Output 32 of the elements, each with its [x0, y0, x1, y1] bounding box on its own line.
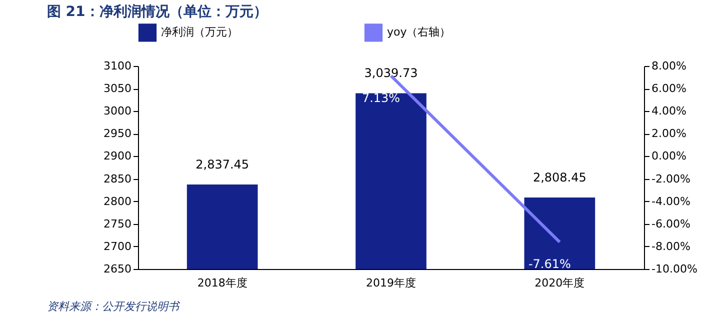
y-tick-label: 2950: [104, 127, 132, 140]
y-tick-label: 2800: [104, 194, 132, 208]
y-tick-label: 2900: [104, 150, 132, 163]
y-tick-label: 2700: [104, 240, 132, 253]
y-tick-label: 3050: [104, 82, 132, 96]
y-tick-label: 3000: [104, 104, 132, 118]
y2-tick-label: -2.00%: [652, 172, 690, 186]
y2-tick-label: 4.00%: [652, 104, 686, 118]
y-tick-label: 3100: [104, 60, 132, 72]
y-tick-label: 2850: [104, 172, 132, 186]
x-tick-label: 2018年度: [197, 276, 248, 290]
data-label: 2,837.45: [196, 157, 250, 172]
y2-tick-label: -4.00%: [652, 194, 690, 208]
y2-tick-label: 2.00%: [652, 127, 686, 140]
y2-tick-label: -6.00%: [652, 217, 690, 230]
data-label: 7.13%: [362, 90, 400, 105]
y2-tick-label: 0.00%: [652, 150, 686, 163]
y2-tick-label: 6.00%: [652, 82, 686, 96]
y2-tick-label: -8.00%: [652, 240, 690, 253]
y2-tick-label: 8.00%: [652, 60, 686, 72]
data-label: 3,039.73: [364, 66, 418, 80]
y2-tick-label: -10.00%: [652, 262, 698, 276]
chart-title: 图 21：净利润情况（单位：万元）: [46, 3, 268, 20]
y-tick-label: 2750: [104, 217, 132, 230]
x-tick-label: 2020年度: [534, 276, 585, 290]
legend-label: 净利润（万元）: [161, 26, 238, 39]
data-label: 2,808.45: [532, 170, 586, 185]
y-tick-label: 2650: [104, 262, 132, 276]
text: 资料来源：公开发行说明书: [46, 300, 181, 313]
data-label: -7.61%: [528, 257, 571, 272]
x-tick-label: 2019年度: [366, 276, 416, 290]
legend-label: yoy（右轴）: [387, 26, 451, 39]
